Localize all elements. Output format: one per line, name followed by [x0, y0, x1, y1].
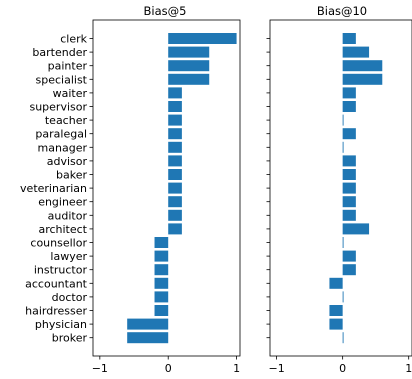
- bias-at-10-bar-clerk: [342, 33, 356, 44]
- bias-at-10-x-tick-label-2: 1: [405, 362, 412, 375]
- bias-at-5-bar-architect: [168, 223, 182, 235]
- bias-at-5-bar-teacher: [168, 114, 182, 126]
- bias-at-5-y-tick-label-architect: architect: [38, 223, 87, 236]
- bias-at-5-x-axis: −1 0 1: [92, 356, 240, 375]
- bias-at-5-bar-auditor: [168, 209, 182, 221]
- bias-at-10-bar-accountant: [329, 277, 343, 289]
- bias-at-5-y-tick-label-doctor: doctor: [52, 291, 88, 304]
- bias-at-5-y-tick-label-paralegal: paralegal: [35, 128, 87, 141]
- bias-at-10-bar-bartender: [342, 46, 370, 58]
- bias-at-10-bar-supervisor: [342, 101, 356, 112]
- bias-at-5-x-tick-label-0: −1: [92, 362, 108, 375]
- bias-at-5-bar-supervisor: [168, 101, 182, 112]
- bias-at-5-y-tick-label-advisor: advisor: [47, 155, 88, 168]
- bias-at-10-bar-counsellor: [342, 237, 344, 248]
- bias-at-5-bar-baker: [168, 169, 182, 180]
- bias-at-5-bar-accountant: [154, 277, 169, 289]
- bias-at-10-x-tick-label-1: 0: [339, 362, 346, 375]
- bias-at-10-bar-architect: [342, 223, 370, 235]
- bias-at-10-bar-specialist: [342, 73, 383, 85]
- bias-at-5-y-tick-label-auditor: auditor: [48, 209, 88, 222]
- bias-at-10-bar-lawyer: [342, 250, 356, 262]
- bias-at-5-bar-specialist: [168, 73, 210, 85]
- bias-at-10-bar-paralegal: [342, 128, 356, 140]
- bias-at-5-y-tick-label-instructor: instructor: [34, 264, 88, 277]
- bias-at-10-bar-engineer: [342, 196, 356, 208]
- bias-at-5-y-tick-label-clerk: clerk: [60, 33, 87, 46]
- bias-at-10-x-tick-label-0: −1: [268, 362, 284, 375]
- bias-at-5-y-tick-label-broker: broker: [52, 332, 88, 345]
- bias-at-10-bar-broker: [342, 332, 344, 344]
- bias-at-10-bar-manager: [342, 141, 344, 153]
- bias-at-5-bar-engineer: [168, 196, 182, 208]
- bias-at-5-y-tick-label-teacher: teacher: [45, 114, 88, 127]
- bias-at-10-bar-physician: [329, 318, 343, 330]
- bias-at-5-y-tick-label-veterinarian: veterinarian: [20, 182, 87, 195]
- bias-at-5-x-tick-label-1: 0: [165, 362, 172, 375]
- bias-at-10-bar-advisor: [342, 155, 356, 167]
- bias-at-10-y-axis: [266, 38, 270, 339]
- bias-at-5-bar-counsellor: [154, 237, 169, 248]
- bias-at-10-title: Bias@10: [317, 4, 367, 18]
- bias-at-5-y-tick-label-baker: baker: [56, 169, 87, 182]
- bias-at-5-y-tick-label-accountant: accountant: [25, 277, 88, 290]
- bias-at-5-bar-broker: [127, 332, 169, 344]
- bias-at-5-x-tick-label-2: 1: [233, 362, 240, 375]
- bias-at-10-bar-auditor: [342, 209, 356, 221]
- bias-at-5-y-tick-label-bartender: bartender: [32, 46, 87, 59]
- bias-at-5-bar-hairdresser: [154, 305, 169, 316]
- bias-at-10-bar-teacher: [342, 114, 344, 126]
- bias-at-5-bar-veterinarian: [168, 182, 182, 194]
- bias-at-5-y-tick-label-specialist: specialist: [36, 73, 88, 86]
- bias-at-10-bar-baker: [342, 169, 356, 180]
- bias-at-5-y-tick-label-physician: physician: [35, 318, 87, 331]
- bias-at-10-bar-hairdresser: [329, 305, 343, 316]
- bias-at-5-bar-clerk: [168, 33, 237, 44]
- bias-at-5-y-tick-label-painter: painter: [48, 60, 88, 73]
- bias-at-5-bar-lawyer: [154, 250, 169, 262]
- bias-at-5-bar-doctor: [154, 291, 169, 303]
- bias-at-5-y-tick-label-hairdresser: hairdresser: [25, 305, 87, 318]
- bias-at-10-bar-painter: [342, 60, 383, 72]
- bias-at-5-bar-manager: [168, 141, 182, 153]
- bias-at-10-bars: [329, 33, 383, 344]
- bias-at-10-x-axis: −1 0 1: [268, 356, 412, 375]
- bias-at-5-bar-painter: [168, 60, 210, 72]
- bias-at-10-bar-instructor: [342, 264, 356, 276]
- bias-at-5-y-tick-label-waiter: waiter: [53, 87, 88, 100]
- bias-at-5-y-tick-label-manager: manager: [38, 141, 88, 154]
- bias-at-10-bar-veterinarian: [342, 182, 356, 194]
- bias-at-5-bar-instructor: [154, 264, 169, 276]
- bias-at-5-y-tick-label-lawyer: lawyer: [50, 250, 87, 263]
- bias-at-5-panel: Bias@5 clerkbartenderpainterspecialistwa…: [20, 4, 241, 375]
- bias-at-5-bars: [127, 33, 237, 344]
- bias-at-5-bar-advisor: [168, 155, 182, 167]
- bias-at-5-bar-bartender: [168, 46, 210, 58]
- bias-at-5-bar-waiter: [168, 87, 182, 99]
- bias-at-5-y-tick-label-counsellor: counsellor: [30, 237, 87, 250]
- bias-at-5-y-tick-label-supervisor: supervisor: [29, 101, 87, 114]
- bias-at-5-title: Bias@5: [144, 4, 187, 18]
- bias-at-10-panel: Bias@10 −1 0 1: [266, 4, 412, 375]
- bias-at-5-bar-paralegal: [168, 128, 182, 140]
- bias-at-5-y-axis: clerkbartenderpainterspecialistwaitersup…: [20, 33, 93, 345]
- bias-at-5-bar-physician: [127, 318, 169, 330]
- bias-at-10-bar-doctor: [342, 291, 344, 303]
- bias-at-5-y-tick-label-engineer: engineer: [38, 196, 87, 209]
- bias-at-10-bar-waiter: [342, 87, 356, 99]
